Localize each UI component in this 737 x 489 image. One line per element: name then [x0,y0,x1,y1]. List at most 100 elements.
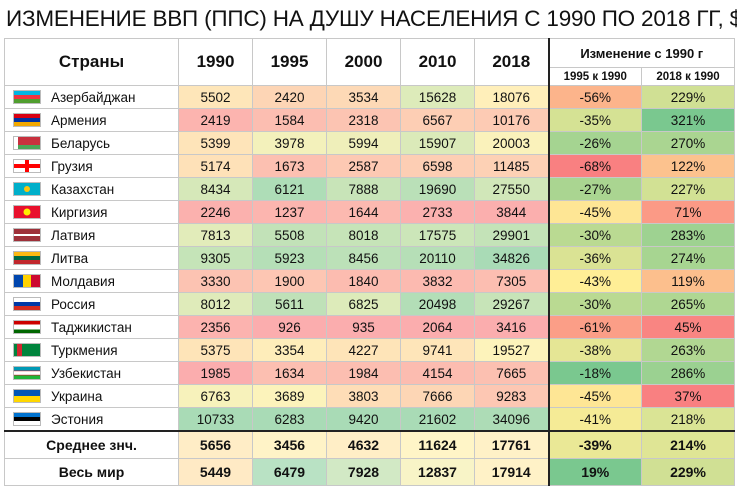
summary-row: Среднее знч. 5656 3456 4632 11624 17761 -39% 21… [4,430,736,459]
value-cell: 20110 [400,246,475,270]
value-cell: 3978 [252,131,327,155]
value-cell: 8012 [178,292,253,316]
value-cell: 5923 [252,246,327,270]
value-cell: 7888 [326,177,401,201]
table-row: Киргизия 2246 1237 1644 2733 3844 -45% 71% [4,200,736,224]
value-cell: 2246 [178,200,253,224]
value-cell: 3803 [326,384,401,408]
value-cell: 19690 [400,177,475,201]
country-name: Беларусь [51,135,111,151]
value-cell: 2064 [400,315,475,339]
value-cell: 17575 [400,223,475,247]
change-cell: -36% [547,246,642,270]
value-cell: 6567 [400,108,475,132]
value-cell: 1634 [252,361,327,385]
value-cell: 20003 [474,131,549,155]
value-cell: 18076 [474,85,549,109]
country-name: Казахстан [51,181,115,197]
change-cell: 218% [640,407,736,432]
country-name: Армения [51,112,107,128]
table-row: Молдавия 3330 1900 1840 3832 7305 -43% 119% [4,269,736,293]
table-row: Узбекистан 1985 1634 1984 4154 7665 -18% 286% [4,361,736,385]
country-name: Азербайджан [51,89,136,105]
value-cell: 6598 [400,154,475,178]
value-cell: 6479 [252,458,327,486]
turkmenistan-flag-icon [13,343,41,358]
country-header: Страны [4,38,179,86]
country-name: Узбекистан [51,365,122,381]
value-cell: 7666 [400,384,475,408]
change-cell: 229% [640,85,736,109]
country-cell: Армения [4,108,179,132]
change-cell: -35% [547,108,642,132]
year-header: 2010 [400,38,475,86]
value-cell: 17761 [474,430,549,459]
value-cell: 5656 [178,430,253,459]
value-cell: 15907 [400,131,475,155]
russia-flag-icon [13,297,41,312]
country-name: Молдавия [51,273,115,289]
value-cell: 5399 [178,131,253,155]
country-cell: Молдавия [4,269,179,293]
value-cell: 2587 [326,154,401,178]
change-cell: -30% [547,292,642,316]
table-row: Украина 6763 3689 3803 7666 9283 -45% 37% [4,384,736,408]
value-cell: 2419 [178,108,253,132]
value-cell: 7928 [326,458,401,486]
country-name: Туркмения [51,342,118,358]
change-cell: 321% [640,108,736,132]
value-cell: 5502 [178,85,253,109]
change-cell: 45% [640,315,736,339]
year-header: 1995 [252,38,327,86]
value-cell: 3416 [474,315,549,339]
change-cell: -30% [547,223,642,247]
page-title: ИЗМЕНЕНИЕ ВВП (ППС) НА ДУШУ НАСЕЛЕНИЯ С … [6,6,737,31]
change-cell: 214% [640,430,736,459]
value-cell: 3844 [474,200,549,224]
moldova-flag-icon [13,274,41,289]
value-cell: 20498 [400,292,475,316]
value-cell: 7305 [474,269,549,293]
value-cell: 3354 [252,338,327,362]
change-cell: -61% [547,315,642,339]
change-header: Изменение с 1990 г [547,38,736,68]
value-cell: 8456 [326,246,401,270]
value-cell: 29267 [474,292,549,316]
value-cell: 7813 [178,223,253,247]
value-cell: 2733 [400,200,475,224]
value-cell: 1984 [326,361,401,385]
change-cell: 263% [640,338,736,362]
value-cell: 8018 [326,223,401,247]
change-cell: 19% [547,458,642,486]
country-name: Грузия [51,158,93,174]
value-cell: 27550 [474,177,549,201]
value-cell: 10176 [474,108,549,132]
table-row: Россия 8012 5611 6825 20498 29267 -30% 265% [4,292,736,316]
value-cell: 1237 [252,200,327,224]
change-subheader: 2018 к 1990 [640,67,736,86]
value-cell: 2318 [326,108,401,132]
value-cell: 1985 [178,361,253,385]
value-cell: 34096 [474,407,549,432]
country-cell: Беларусь [4,131,179,155]
belarus-flag-icon [13,136,41,151]
change-cell: -56% [547,85,642,109]
country-cell: Россия [4,292,179,316]
table-row: Латвия 7813 5508 8018 17575 29901 -30% 283% [4,223,736,247]
value-cell: 5174 [178,154,253,178]
change-cell: 227% [640,177,736,201]
year-header: 1990 [178,38,253,86]
change-cell: -38% [547,338,642,362]
azerbaijan-flag-icon [13,90,41,105]
country-name: Литва [51,250,89,266]
armenia-flag-icon [13,113,41,128]
value-cell: 3330 [178,269,253,293]
table-row: Казахстан 8434 6121 7888 19690 27550 -27% 227% [4,177,736,201]
value-cell: 3456 [252,430,327,459]
year-header: 2018 [474,38,549,86]
country-cell: Таджикистан [4,315,179,339]
table-row: Армения 2419 1584 2318 6567 10176 -35% 321% [4,108,736,132]
country-name: Латвия [51,227,96,243]
change-cell: 122% [640,154,736,178]
table-row: Таджикистан 2356 926 935 2064 3416 -61% 45% [4,315,736,339]
